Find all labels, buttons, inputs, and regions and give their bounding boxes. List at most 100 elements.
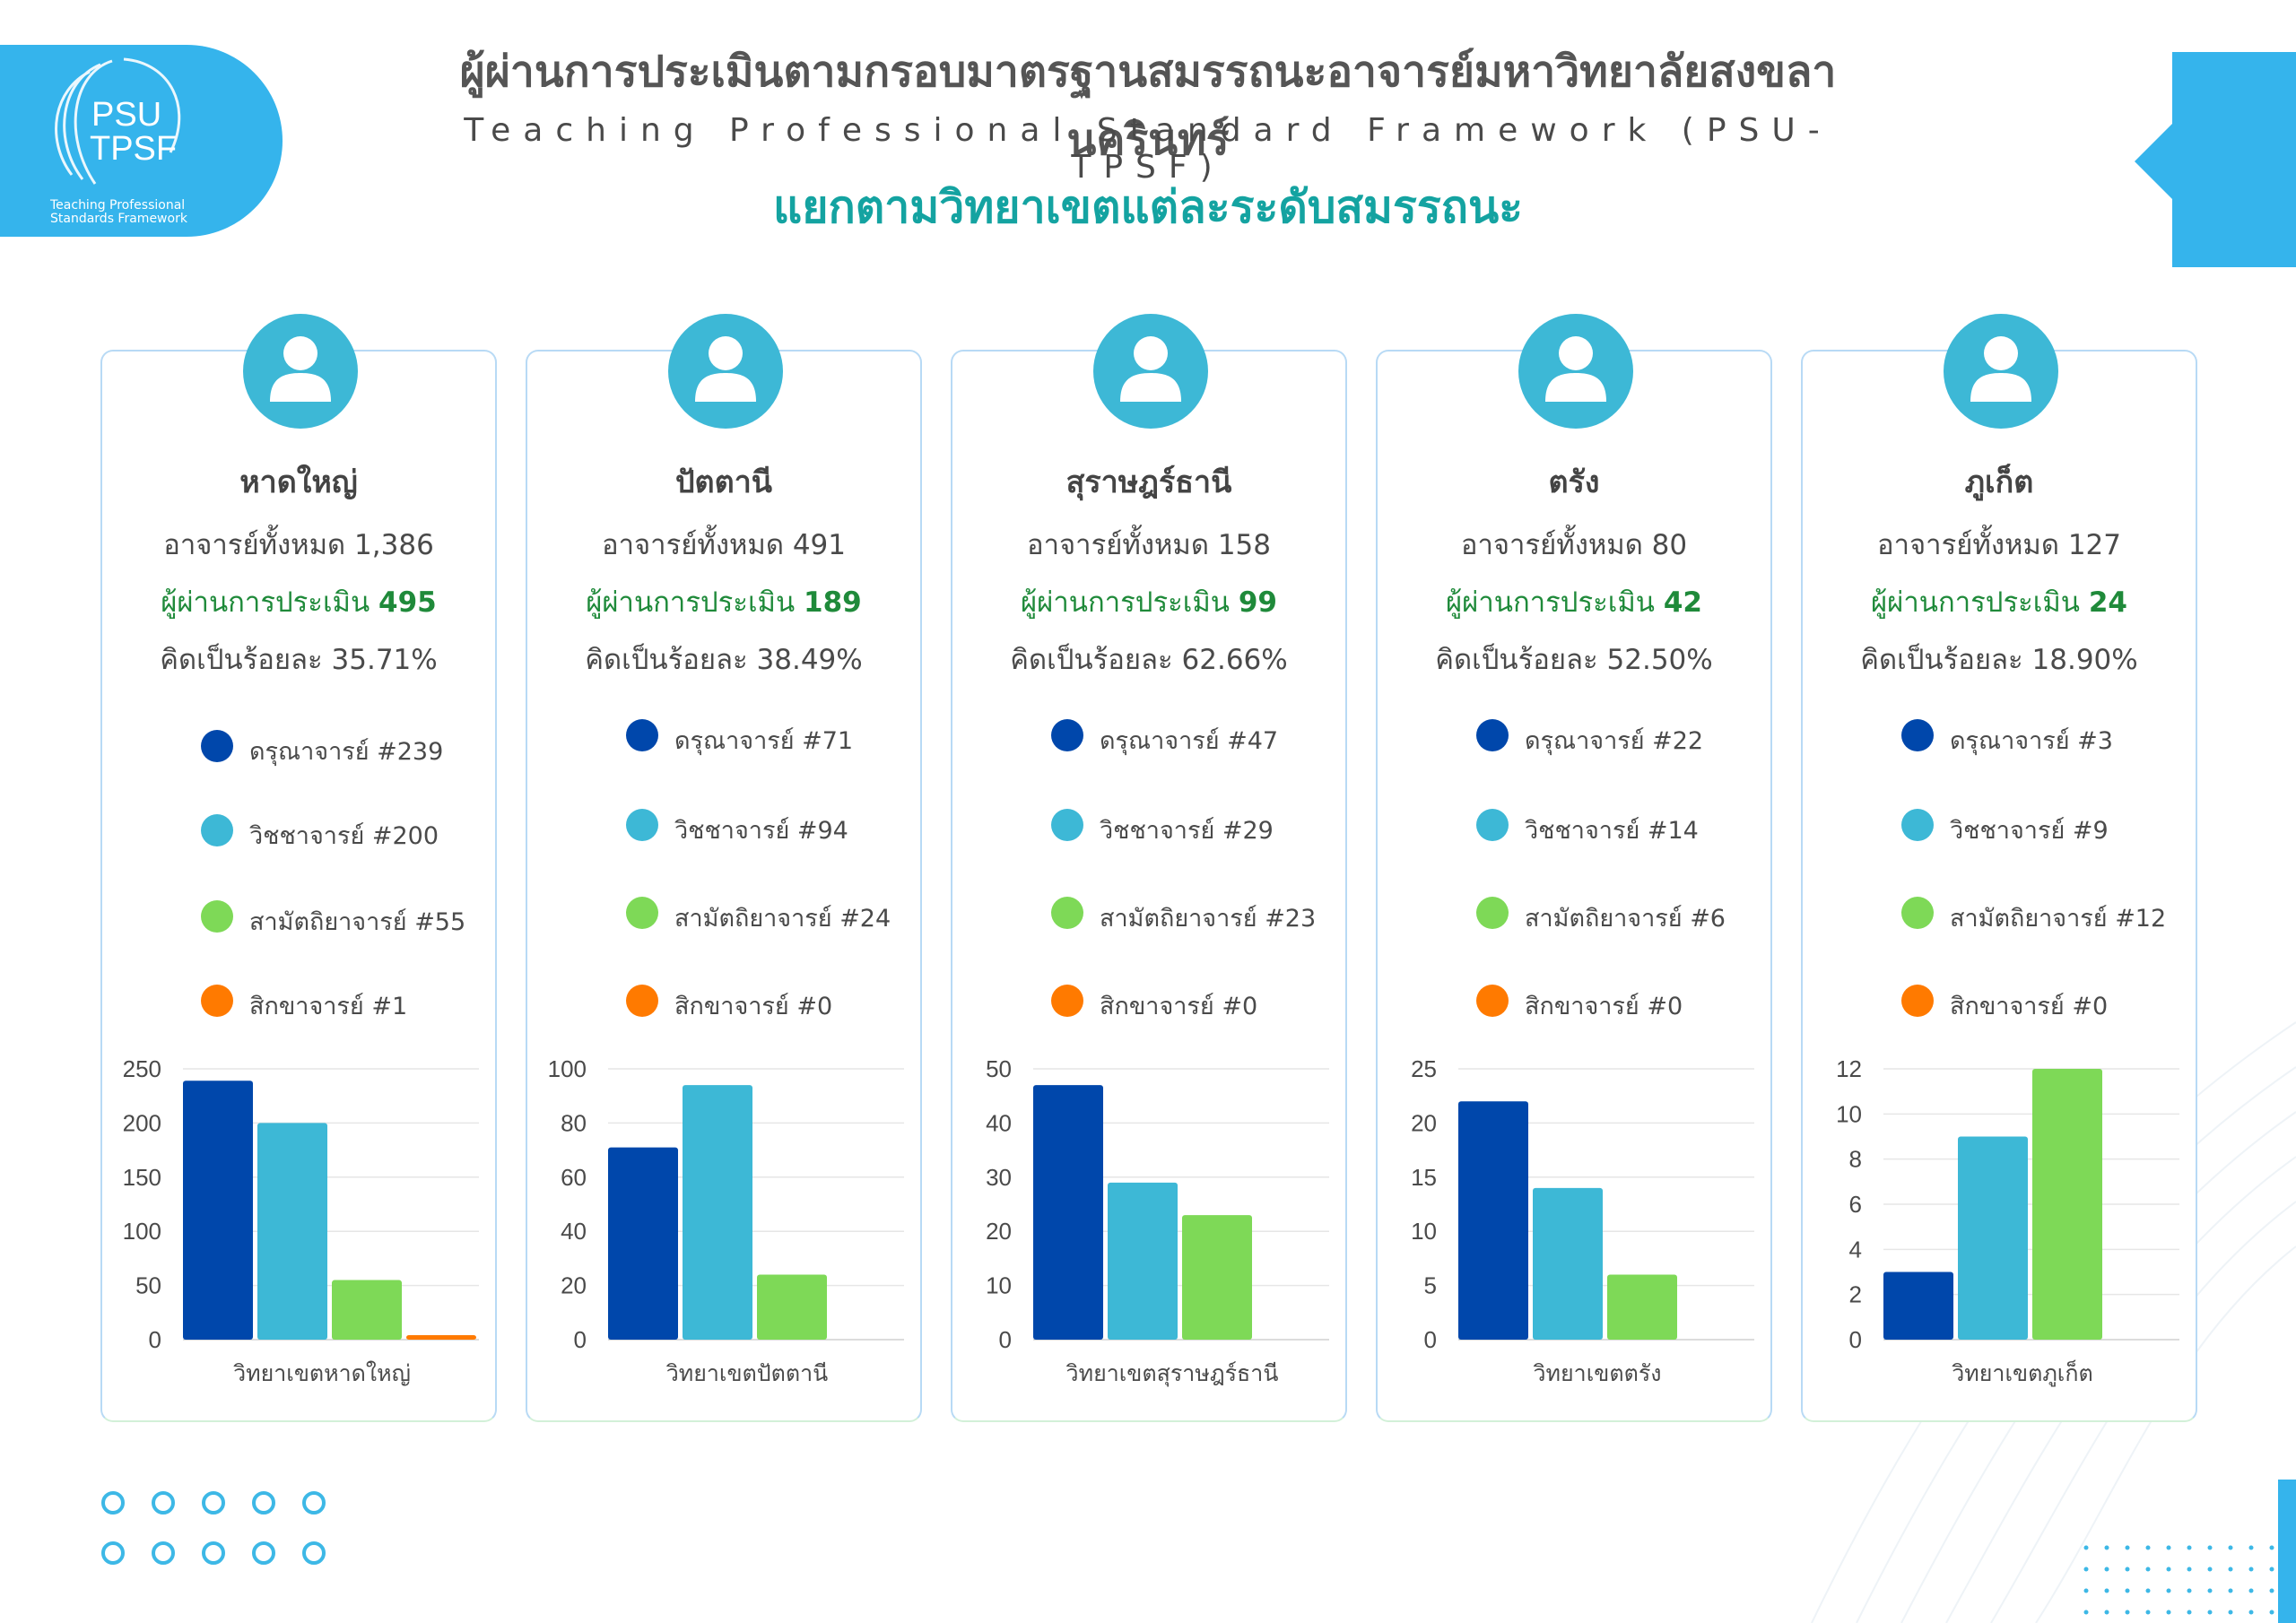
passed-label: ผู้ผ่านการประเมิน [1021, 586, 1230, 619]
bar [2032, 1069, 2102, 1340]
legend-label: ดรุณาจารย์ #3 [1950, 727, 2113, 755]
decor-dot [2248, 1588, 2254, 1593]
bar [332, 1280, 402, 1340]
decor-dot [2083, 1610, 2089, 1615]
x-axis-label: วิทยาเขตหาดใหญ่ [233, 1360, 411, 1386]
legend-label: ดรุณาจารย์ #47 [1100, 727, 1279, 755]
campus-bar-chart: 0 50 100 150 200 250 วิทยาเขตหาดใหญ่ [123, 1060, 479, 1386]
corner-decoration [2172, 52, 2296, 267]
legend-dot [1476, 809, 1509, 841]
pass-percentage: คิดเป็นร้อยละ 38.49% [585, 644, 863, 676]
y-tick-label: 250 [123, 1060, 161, 1082]
passed-count: ผู้ผ่านการประเมิน 99 [952, 579, 1345, 624]
decor-dot [2207, 1588, 2213, 1593]
legend-item: สิกขาจารย์ #0 [1476, 983, 1772, 1020]
decor-dot [2166, 1588, 2171, 1593]
decor-dot [2228, 1610, 2233, 1615]
campus-name: หาดใหญ่ [239, 464, 358, 500]
bar [1458, 1101, 1528, 1340]
legend-dot [1051, 809, 1083, 841]
legend-label: สามัตถิยาจารย์ #23 [1100, 905, 1317, 933]
legend-dot [1901, 809, 1934, 841]
y-tick-label: 100 [548, 1060, 587, 1082]
legend-dot [1051, 985, 1083, 1017]
edge-decoration [2278, 1480, 2296, 1623]
decor-dot [2145, 1610, 2151, 1615]
decor-dot [2228, 1567, 2233, 1572]
decor-dot [2145, 1545, 2151, 1550]
legend-dot [626, 809, 658, 841]
passed-value: 24 [2088, 586, 2127, 619]
bar [1533, 1187, 1603, 1340]
x-axis-label: วิทยาเขตตรัง [1534, 1360, 1662, 1386]
bar [608, 1147, 678, 1340]
campus-bar-chart: 0 10 20 30 40 50 วิทยาเขตสุราษฎร์ธานี [986, 1060, 1329, 1387]
person-icon [243, 314, 358, 429]
y-tick-label: 40 [561, 1218, 587, 1245]
legend-item: สามัตถิยาจารย์ #12 [1901, 895, 2197, 933]
legend-dot [626, 985, 658, 1017]
decor-dot [2125, 1567, 2130, 1572]
legend-item: วิชชาจารย์ #29 [1051, 807, 1347, 845]
decor-dot [2104, 1567, 2109, 1572]
decor-dot [2187, 1545, 2192, 1550]
bar [1182, 1215, 1252, 1340]
bar [1033, 1085, 1103, 1340]
y-tick-label: 8 [1849, 1146, 1862, 1173]
y-tick-label: 80 [561, 1109, 587, 1136]
y-tick-label: 50 [986, 1060, 1012, 1082]
decor-dot [2207, 1545, 2213, 1550]
campus-panel: ภูเก็ต อาจารย์ทั้งหมด 127 ผู้ผ่านการประเ… [1801, 314, 2197, 1422]
y-tick-label: 12 [1836, 1060, 1862, 1082]
legend-dot [1476, 985, 1509, 1017]
legend-item: สามัตถิยาจารย์ #6 [1476, 895, 1772, 933]
decor-dot [2083, 1545, 2089, 1550]
legend-label: วิชชาจารย์ #14 [1525, 817, 1699, 845]
logo-caption: Teaching Professional Standards Framewor… [50, 199, 221, 226]
legend-item: สิกขาจารย์ #0 [1051, 983, 1347, 1020]
decor-dot [2166, 1610, 2171, 1615]
y-tick-label: 10 [1836, 1100, 1862, 1127]
decor-dot [2125, 1545, 2130, 1550]
legend-dot [1901, 985, 1934, 1017]
y-tick-label: 30 [986, 1164, 1012, 1191]
x-axis-label: วิทยาเขตปัตตานี [666, 1360, 829, 1386]
passed-label: ผู้ผ่านการประเมิน [586, 586, 796, 619]
bar [1108, 1182, 1178, 1340]
campus-panel: สุราษฎร์ธานี อาจารย์ทั้งหมด 158 ผู้ผ่านก… [951, 314, 1347, 1422]
campus-bar-chart: 0 5 10 15 20 25 วิทยาเขตตรัง [1411, 1060, 1754, 1386]
total-lecturers: อาจารย์ทั้งหมด 491 [601, 529, 846, 561]
decor-dot [2145, 1567, 2151, 1572]
bar [183, 1081, 253, 1340]
psu-tpsf-logo: PSU TPSF [55, 57, 181, 185]
decor-dot [2269, 1567, 2274, 1572]
y-tick-label: 0 [574, 1326, 587, 1353]
campus-bar-chart: 0 20 40 60 80 100 วิทยาเขตปัตตานี [548, 1060, 904, 1386]
campus-panel: ตรัง อาจารย์ทั้งหมด 80 ผู้ผ่านการประเมิน… [1376, 314, 1772, 1422]
y-tick-label: 150 [123, 1164, 161, 1191]
legend-dot [201, 985, 233, 1017]
legend-item: ดรุณาจารย์ #239 [201, 728, 497, 766]
legend-item: ดรุณาจารย์ #47 [1051, 717, 1347, 755]
decor-dot [2228, 1545, 2233, 1550]
logo-text-tpsf: TPSF [90, 130, 177, 168]
decor-dot [2207, 1610, 2213, 1615]
decor-dot [2248, 1567, 2254, 1572]
decor-dot [2104, 1588, 2109, 1593]
y-tick-label: 10 [1411, 1218, 1437, 1245]
legend-item: วิชชาจารย์ #14 [1476, 807, 1772, 845]
passed-value: 42 [1663, 586, 1702, 619]
total-lecturers: อาจารย์ทั้งหมด 158 [1026, 529, 1271, 561]
legend-item: สามัตถิยาจารย์ #55 [201, 898, 497, 936]
legend-dot [201, 900, 233, 933]
campus-panel: ปัตตานี อาจารย์ทั้งหมด 491 ผู้ผ่านการประ… [526, 314, 922, 1422]
legend-item: สิกขาจารย์ #0 [626, 983, 922, 1020]
y-tick-label: 2 [1849, 1281, 1862, 1308]
legend-label: วิชชาจารย์ #200 [249, 822, 439, 850]
decor-dot [2145, 1588, 2151, 1593]
legend-label: สามัตถิยาจารย์ #24 [674, 905, 891, 933]
legend-label: สิกขาจารย์ #0 [1100, 993, 1258, 1020]
campus-bar-chart: 0 2 4 6 8 10 12 วิทยาเขตภูเก็ต [1836, 1060, 2179, 1387]
decor-dot [2166, 1567, 2171, 1572]
legend-label: ดรุณาจารย์ #239 [249, 738, 444, 766]
